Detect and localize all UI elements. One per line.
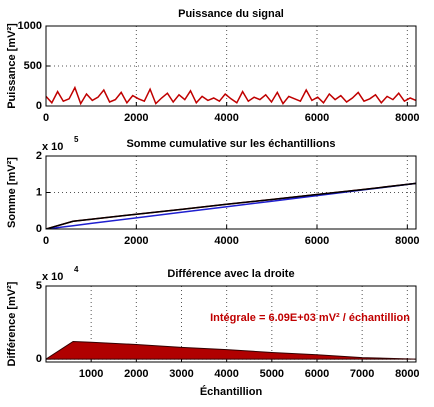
x-tick-label: 8000: [395, 112, 419, 124]
y-tick-label: 1000: [18, 20, 42, 32]
plot-frame: [45, 155, 417, 230]
y-tick-label: 1: [36, 186, 42, 198]
line: [46, 182, 416, 229]
x-tick-label: 0: [43, 235, 49, 247]
plot-frame: [45, 285, 417, 363]
plot-frame: [45, 25, 417, 107]
x-tick-label: 4000: [214, 112, 238, 124]
chart-title: Somme cumulative sur les échantillions: [126, 138, 335, 150]
y-exponent: 4: [74, 265, 79, 274]
x-tick-label: 8000: [395, 368, 419, 380]
y-tick-label: 0: [36, 100, 42, 112]
x-tick-label: 7000: [350, 368, 374, 380]
y-multiplier: x 10: [42, 141, 63, 153]
y-tick-label: 5: [36, 280, 42, 292]
x-axis-label: Échantillion: [200, 385, 263, 398]
annotation: Intégrale = 6.09E+03 mV² / échantillion: [210, 312, 410, 324]
area: [46, 340, 416, 360]
x-tick-label: 6000: [305, 112, 329, 124]
chart-title: Différence avec la droite: [167, 268, 294, 280]
chart-title: Puissance du signal: [178, 8, 284, 20]
x-tick-label: 3000: [169, 368, 193, 380]
y-tick-label: 0: [36, 353, 42, 365]
y-tick-label: 0: [36, 223, 42, 235]
x-tick-label: 8000: [395, 235, 419, 247]
x-tick-label: 1000: [79, 368, 103, 380]
y-axis-label: Puissance [mV²]: [6, 23, 18, 109]
y-axis-label: Somme [mV²]: [6, 157, 18, 228]
x-tick-label: 2000: [124, 112, 148, 124]
x-tick-label: 2000: [124, 368, 148, 380]
x-tick-label: 5000: [260, 368, 284, 380]
line: [46, 85, 416, 106]
x-tick-label: 2000: [124, 235, 148, 247]
y-axis-label: Différence [mV²]: [6, 281, 18, 366]
y-tick-label: 500: [24, 60, 42, 72]
y-exponent: 5: [74, 135, 79, 144]
x-tick-label: 4000: [214, 368, 238, 380]
x-tick-label: 6000: [305, 368, 329, 380]
y-tick-label: 2: [36, 150, 42, 162]
x-tick-label: 0: [43, 112, 49, 124]
x-tick-label: 6000: [305, 235, 329, 247]
y-multiplier: x 10: [42, 271, 63, 283]
x-tick-label: 4000: [214, 235, 238, 247]
